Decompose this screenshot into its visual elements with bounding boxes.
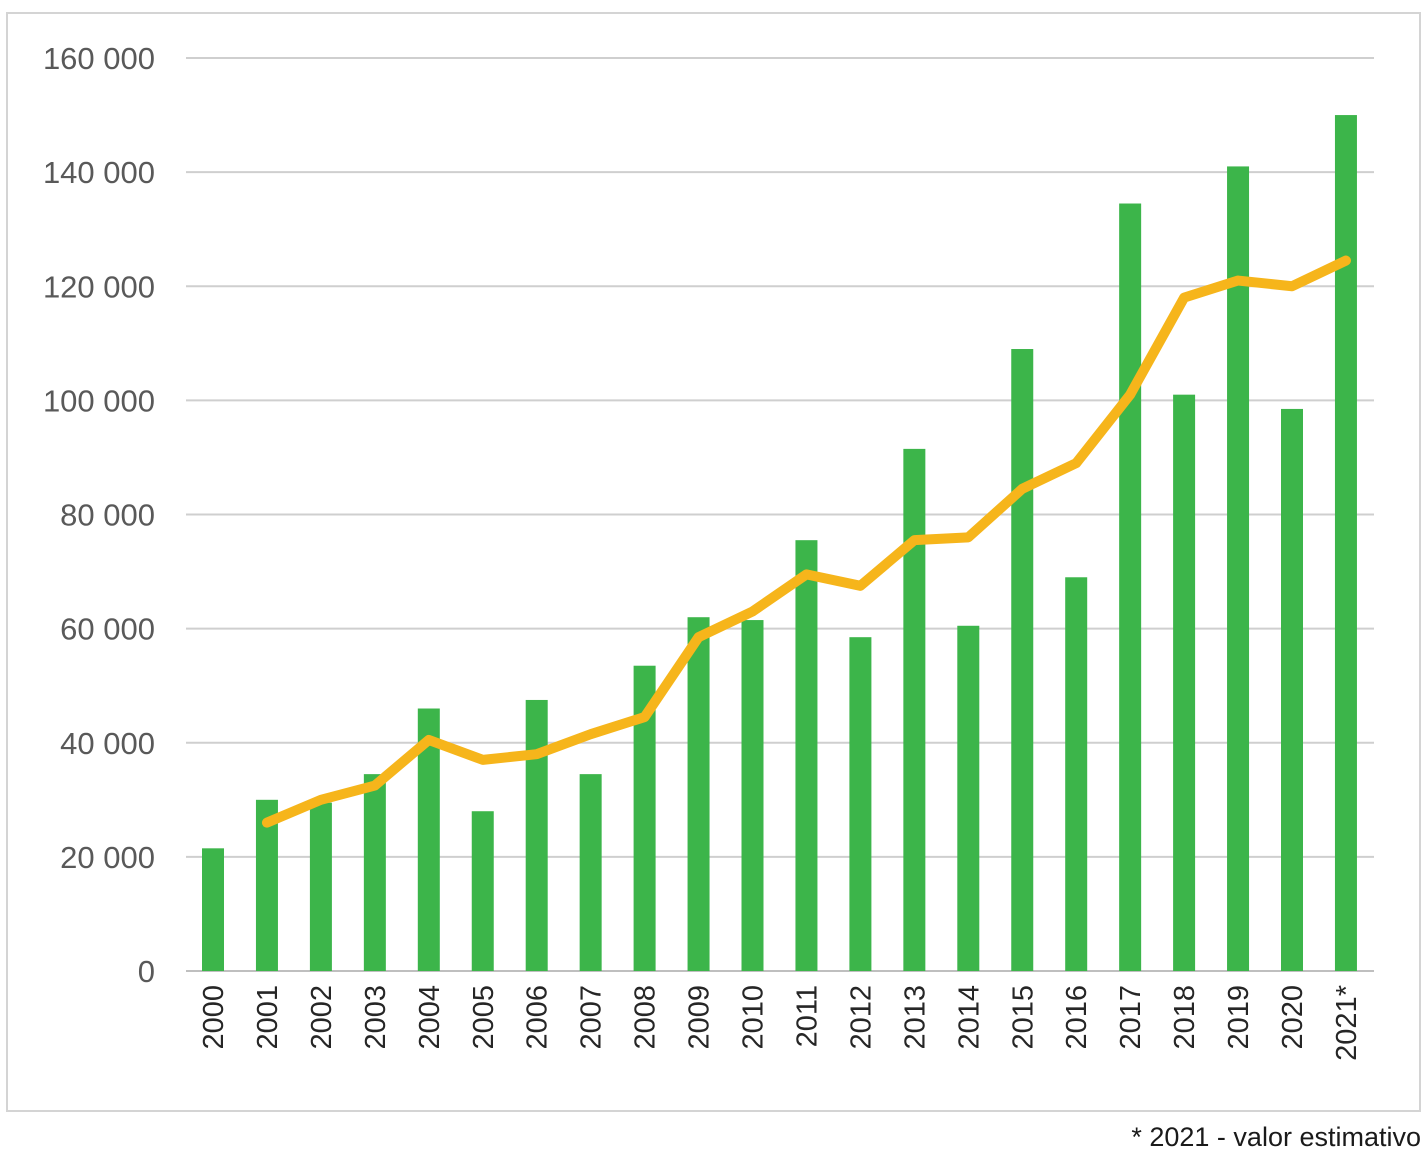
bars [202, 115, 1357, 971]
x-tick-label: 2020 [1277, 985, 1309, 1050]
trend-line-path [261, 255, 1351, 828]
bar [903, 448, 926, 971]
bar [525, 699, 548, 971]
y-tick-label: 100 000 [43, 383, 155, 418]
bar [1119, 203, 1142, 971]
y-tick-label: 160 000 [43, 41, 155, 76]
x-tick-label: 2018 [1169, 985, 1201, 1050]
x-tick-label: 2014 [953, 985, 985, 1050]
bar [202, 848, 224, 971]
trend-line [261, 255, 1351, 828]
x-tick-label: 2000 [198, 985, 230, 1050]
bar [471, 811, 494, 971]
bar [633, 665, 656, 971]
x-tick-label: 2007 [576, 985, 608, 1050]
bar [1065, 577, 1088, 971]
x-tick-label: 2001 [252, 985, 284, 1050]
y-tick-label: 140 000 [43, 155, 155, 190]
x-tick-label: 2009 [684, 985, 716, 1050]
x-tick-label: 2010 [738, 985, 770, 1050]
y-tick-label: 80 000 [60, 498, 155, 533]
bar [687, 617, 710, 971]
x-tick-label: 2002 [306, 985, 338, 1050]
y-tick-label: 40 000 [60, 726, 155, 761]
bar [1011, 349, 1034, 971]
y-tick-label: 20 000 [60, 840, 155, 875]
bar [579, 774, 602, 971]
bar [957, 625, 980, 971]
x-tick-label: 2012 [845, 985, 877, 1050]
bar [363, 774, 386, 971]
footnote: * 2021 - valor estimativo [1131, 1122, 1421, 1152]
x-tick-label: 2015 [1007, 985, 1039, 1050]
bar [1173, 394, 1196, 971]
x-tick-label: 2006 [522, 985, 554, 1050]
y-axis-ticks: 0 20 000 40 000 60 000 80 000 100 000 120 000 1… [43, 41, 155, 989]
y-tick-label: 0 [138, 954, 155, 989]
x-tick-label: 2004 [414, 985, 446, 1050]
x-tick-label: 2016 [1061, 985, 1093, 1050]
y-tick-label: 60 000 [60, 612, 155, 647]
bar [417, 708, 440, 971]
x-tick-label: 2019 [1223, 985, 1255, 1050]
bar [1227, 166, 1250, 971]
x-axis-ticks: 2000 2001 2002 2003 2004 2005 2006 2007 2008 2009… [198, 985, 1363, 1061]
x-tick-label: 2008 [630, 985, 662, 1050]
x-tick-label: 2017 [1115, 985, 1147, 1050]
bar [849, 637, 872, 971]
x-tick-label: 2005 [468, 985, 500, 1050]
x-tick-label: 2003 [360, 985, 392, 1050]
x-tick-label: 2013 [899, 985, 931, 1050]
x-tick-label: 2011 [791, 985, 823, 1047]
y-tick-label: 120 000 [43, 269, 155, 304]
bar [309, 802, 332, 971]
bar [741, 620, 764, 971]
bar [1334, 115, 1357, 971]
bar [795, 540, 818, 971]
bar [255, 799, 278, 971]
x-tick-label: 2021* [1331, 985, 1363, 1061]
bar [1281, 408, 1303, 971]
